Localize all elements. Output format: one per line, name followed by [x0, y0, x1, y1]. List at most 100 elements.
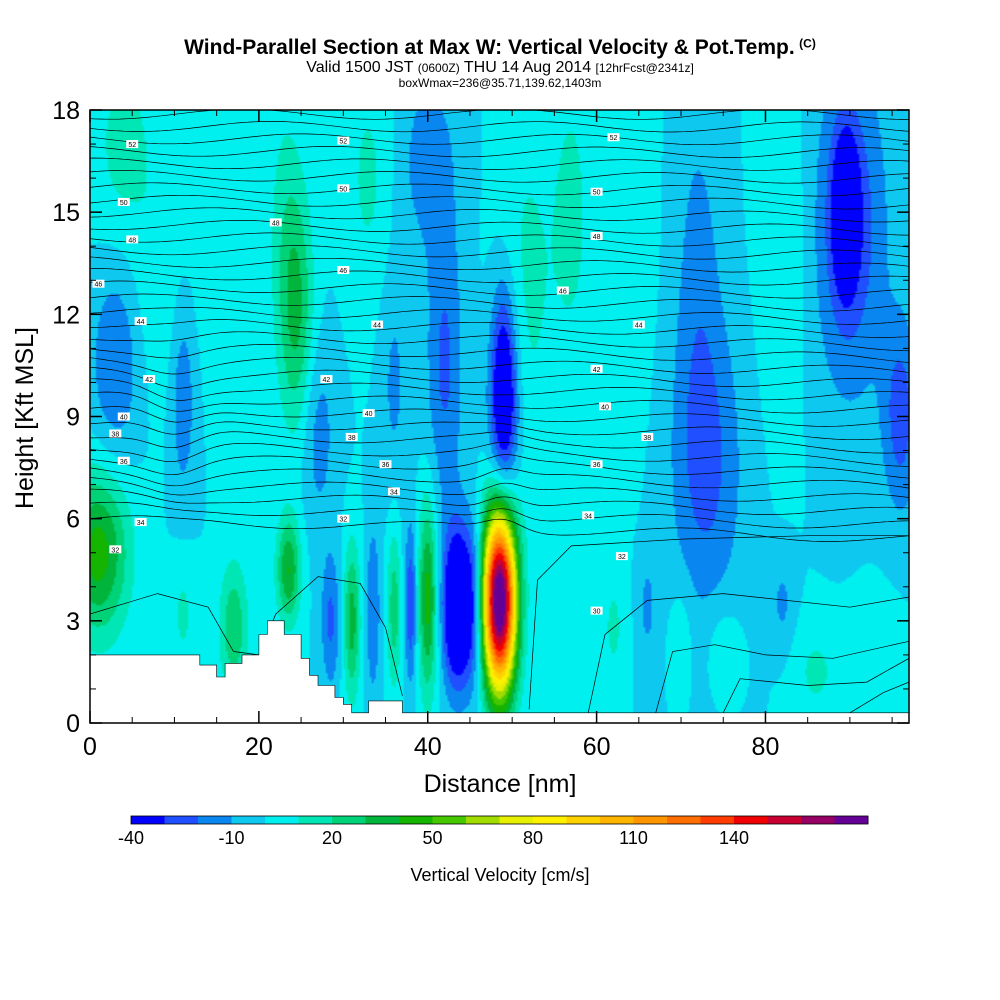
theta-label-bg: [371, 320, 384, 329]
theta-contour-line: [849, 681, 909, 714]
theta-label: 52: [128, 142, 136, 149]
theta-label: 36: [120, 459, 128, 466]
x-tick-label: 60: [583, 733, 611, 761]
theta-label-bg: [345, 432, 358, 441]
colorbar-tick-label: 20: [322, 828, 342, 848]
theta-label-bg: [134, 518, 147, 527]
y-tick-label: 3: [66, 608, 80, 636]
theta-label-bg: [337, 136, 350, 145]
theta-label: 42: [145, 377, 153, 384]
theta-contour-line: [90, 421, 909, 441]
colorbar: [130, 815, 869, 825]
theta-label-bg: [337, 184, 350, 193]
x-axis-label: Distance [nm]: [424, 770, 577, 798]
theta-contour-line: [90, 515, 909, 542]
theta-label-bg: [337, 266, 350, 275]
theta-label: 32: [339, 517, 347, 524]
theta-label-bg: [126, 235, 139, 244]
colorbar-tick-label: 110: [619, 828, 648, 848]
theta-label: 44: [373, 323, 381, 330]
colorbar-swatch: [466, 816, 500, 824]
theta-label-bg: [590, 460, 603, 469]
theta-contour-line: [722, 657, 909, 713]
theta-contour-line: [90, 356, 909, 375]
theta-label-bg: [320, 375, 333, 384]
y-tick-label: 18: [52, 97, 80, 125]
theta-label: 48: [128, 237, 136, 244]
theta-label: 40: [365, 411, 373, 418]
theta-label-bg: [556, 286, 569, 295]
theta-contour-line: [90, 454, 909, 479]
chart-title-suffix: (C): [799, 36, 816, 51]
theta-label: 48: [593, 234, 601, 241]
colorbar-swatch: [231, 816, 266, 824]
x-tick-label: 0: [83, 733, 97, 761]
theta-contour-line: [90, 256, 909, 273]
colorbar-swatch: [399, 816, 433, 824]
theta-label-bg: [337, 514, 350, 523]
theta-label: 52: [339, 139, 347, 146]
colorbar-tick-label: 80: [523, 828, 543, 848]
theta-label-bg: [109, 429, 122, 438]
theta-contour-line: [90, 431, 909, 454]
theta-label: 40: [120, 415, 128, 422]
colorbar-swatch: [298, 816, 333, 824]
colorbar-swatch: [131, 816, 165, 824]
colorbar-swatch: [566, 816, 601, 824]
vertical-velocity-field: [90, 110, 909, 723]
colorbar-swatch: [734, 816, 768, 824]
theta-label: 42: [593, 367, 601, 374]
colorbar-swatch: [767, 816, 802, 824]
theta-label: 34: [137, 520, 145, 527]
theta-label-bg: [615, 552, 628, 561]
theta-contour-line: [90, 157, 909, 171]
theta-contour-line: [90, 268, 909, 286]
theta-label-bg: [117, 197, 130, 206]
theta-label: 44: [635, 323, 643, 330]
theta-label: 38: [348, 435, 356, 442]
theta-contour-line: [90, 467, 909, 489]
theta-contour-line: [90, 441, 909, 467]
colorbar-swatch: [801, 816, 835, 824]
theta-label: 36: [593, 462, 601, 469]
theta-contour-line: [90, 182, 909, 197]
theta-contour-line: [528, 535, 909, 710]
theta-contour-line: [90, 501, 909, 529]
potential-temperature-contours: [90, 110, 909, 714]
theta-label-bg: [117, 456, 130, 465]
theta-label: 38: [643, 435, 651, 442]
theta-label: 48: [272, 220, 280, 227]
theta-contour-line: [90, 331, 909, 352]
subtitle-date: THU 14 Aug 2014: [463, 59, 592, 76]
theta-label-bg: [379, 460, 392, 469]
theta-label-bg: [117, 412, 130, 421]
theta-label-bg: [590, 187, 603, 196]
theta-label: 42: [323, 377, 331, 384]
y-tick-label: 6: [66, 506, 80, 534]
theta-label-bg: [269, 218, 282, 227]
theta-label: 46: [339, 268, 347, 275]
theta-label: 36: [382, 462, 390, 469]
colorbar-swatch: [499, 816, 534, 824]
colorbar-swatch: [600, 816, 634, 824]
theta-contour-line: [90, 219, 909, 236]
theta-label-bg: [362, 409, 375, 418]
theta-contour-line: [90, 170, 909, 184]
subtitle-utc: (0600Z): [417, 61, 460, 75]
theta-contour-line: [655, 640, 909, 713]
theta-label: 50: [339, 186, 347, 193]
terrain: [89, 620, 910, 724]
theta-label-bg: [134, 317, 147, 326]
y-tick-label: 9: [66, 404, 80, 432]
theta-label-bg: [641, 432, 654, 441]
theta-contour-line: [90, 406, 909, 427]
theta-label-bg: [109, 545, 122, 554]
theta-contour-line: [90, 121, 909, 133]
colorbar-swatch: [633, 816, 668, 824]
x-tick-label: 20: [245, 733, 273, 761]
theta-contour-line: [90, 133, 909, 146]
x-axis: 0 20 40 60 80: [83, 110, 893, 761]
theta-label-bg: [92, 279, 105, 288]
subtitle-fcst: [12hrFcst@2341z]: [595, 61, 694, 75]
